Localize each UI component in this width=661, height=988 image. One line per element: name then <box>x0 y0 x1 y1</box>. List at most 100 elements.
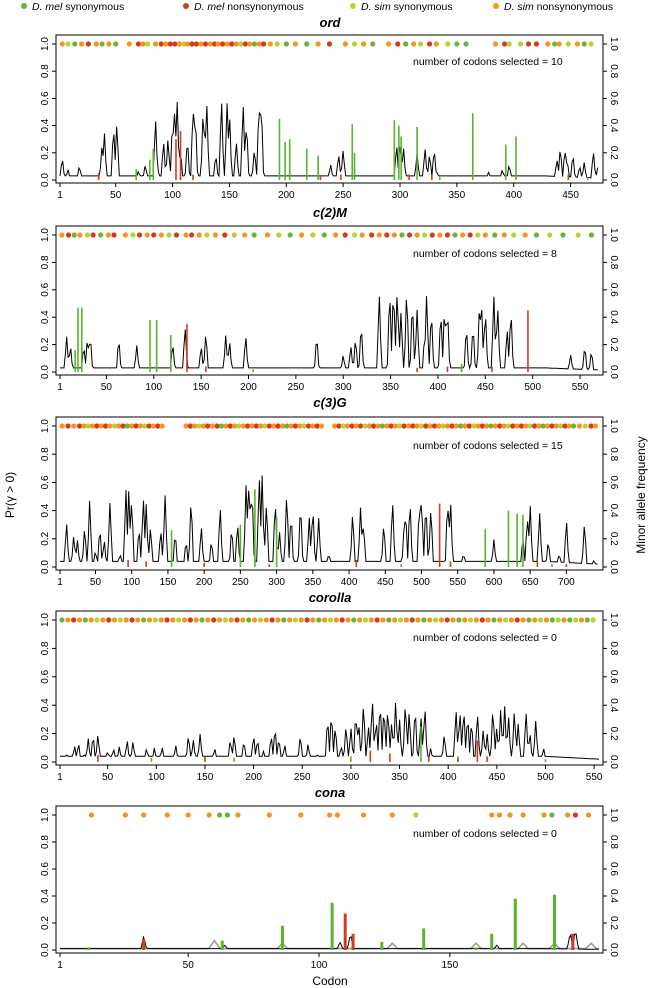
y-tick-label-left: 0.4 <box>40 503 51 517</box>
snp-dot <box>479 617 485 623</box>
snp-dot <box>526 617 532 623</box>
snp-dot <box>506 41 512 47</box>
maf-bar-synonymous <box>393 120 396 180</box>
snp-dot <box>310 617 316 623</box>
snp-dot <box>545 41 551 47</box>
y-tick-label-left: 0.8 <box>40 641 51 655</box>
probability-line <box>60 296 598 371</box>
snp-dot <box>141 812 147 818</box>
snp-dot <box>88 812 94 818</box>
snp-dot <box>166 232 172 238</box>
y-axis-label-left: Pr(γ > 0) <box>3 472 17 518</box>
snp-dot <box>305 423 312 429</box>
x-tick-label: 300 <box>335 382 352 393</box>
snp-dot <box>246 617 252 623</box>
maf-bar-nonsynonymous <box>449 561 452 567</box>
snp-dot <box>204 232 210 238</box>
y-tick-label-left: 1.0 <box>40 419 51 433</box>
snp-dot <box>475 232 481 238</box>
snp-dot <box>384 232 390 238</box>
y-tick-label-left: 0.6 <box>40 475 51 489</box>
snp-dot <box>525 41 532 47</box>
snp-dot <box>397 617 404 623</box>
snp-dot <box>283 41 289 47</box>
maf-bar-nonsynonymous <box>204 756 206 762</box>
snp-dot <box>492 232 498 238</box>
snp-dot <box>111 232 117 238</box>
maf-bar-synonymous <box>416 126 418 180</box>
legend-label-dmel-nonsyn: D. mel nonsynonymous <box>194 1 304 13</box>
snp-dot <box>251 617 258 623</box>
x-tick-label: 150 <box>160 577 177 588</box>
maf-bar-nonsynonymous <box>431 174 433 180</box>
snp-dot <box>158 617 164 623</box>
snp-dot <box>98 423 104 429</box>
snp-dot <box>262 423 268 429</box>
snp-dot <box>135 617 141 623</box>
maf-bar-nonsynonymous <box>457 757 459 762</box>
x-tick-label: 300 <box>268 577 285 588</box>
snp-dot <box>218 423 225 429</box>
snp-dot <box>349 423 355 429</box>
snp-dot <box>392 617 398 623</box>
snp-dot <box>152 617 158 623</box>
snp-dot <box>536 423 542 429</box>
snp-dot <box>560 232 566 238</box>
y-tick-label-left: 0.0 <box>40 365 51 379</box>
snp-dot <box>59 41 65 47</box>
snp-dot <box>287 617 293 623</box>
snp-dot <box>176 41 182 47</box>
snp-dot <box>331 423 338 429</box>
annotation-codons-selected: number of codons selected = 0 <box>413 632 557 644</box>
snp-dot <box>492 41 499 47</box>
y-tick-label-right: 1.0 <box>608 808 619 822</box>
snp-dot <box>298 617 304 623</box>
x-tick-label: 550 <box>449 577 466 588</box>
snp-dot <box>507 812 513 818</box>
y-tick-label-right: 0.6 <box>608 862 619 876</box>
maf-bar-nonsynonymous <box>186 324 188 372</box>
y-tick-label-right: 0.6 <box>608 91 619 105</box>
y-tick-label-left: 0.2 <box>40 531 51 545</box>
snp-dot <box>88 617 94 623</box>
snp-dot <box>301 423 307 429</box>
legend: D. mel synonymous D. mel nonsynonymous D… <box>21 1 613 13</box>
snp-dot <box>391 232 397 238</box>
snp-dot <box>520 812 526 818</box>
x-tick-label: 450 <box>377 577 394 588</box>
snp-dot <box>266 812 272 818</box>
snp-dot <box>276 232 282 238</box>
snp-dot <box>222 232 228 238</box>
maf-bar-synonymous <box>252 369 255 372</box>
maf-bar-nonsynonymous <box>438 503 441 567</box>
snp-dot <box>155 423 161 429</box>
maf-bar-synonymous <box>233 757 235 762</box>
maf-bar-nonsynonymous <box>192 174 194 180</box>
snp-dot <box>144 41 151 47</box>
snp-dot <box>353 423 359 429</box>
maf-bar-synonymous <box>420 726 422 762</box>
maf-bar-synonymous <box>507 510 510 567</box>
snp-dot <box>342 41 349 47</box>
panel-4: 0.0 0.00.2 0.20.4 0.40.6 0.60.8 0.81.0 1.01 50 1… <box>40 805 619 971</box>
snp-dot <box>517 41 524 47</box>
y-tick-label-left: 0.0 <box>40 173 51 187</box>
snp-dot <box>93 41 99 47</box>
y-tick-label-left: 0.4 <box>40 310 51 324</box>
x-tick-label: 550 <box>586 772 603 783</box>
snp-dot <box>491 617 497 623</box>
snp-dot <box>523 423 529 429</box>
snp-dot <box>413 812 419 818</box>
snp-dot <box>158 232 164 238</box>
snp-dot <box>192 423 198 429</box>
snp-dot <box>462 423 468 429</box>
y-tick-label-right: 0.6 <box>608 283 619 297</box>
snp-dot <box>488 423 494 429</box>
snp-dot <box>479 423 485 429</box>
maf-bar-nonsynonymous <box>427 756 430 762</box>
snp-dot <box>459 232 466 238</box>
snp-dot <box>90 423 96 429</box>
snp-dot <box>384 423 390 429</box>
maf-bar-synonymous <box>254 489 256 567</box>
y-tick-label-right: 0.2 <box>608 146 619 160</box>
